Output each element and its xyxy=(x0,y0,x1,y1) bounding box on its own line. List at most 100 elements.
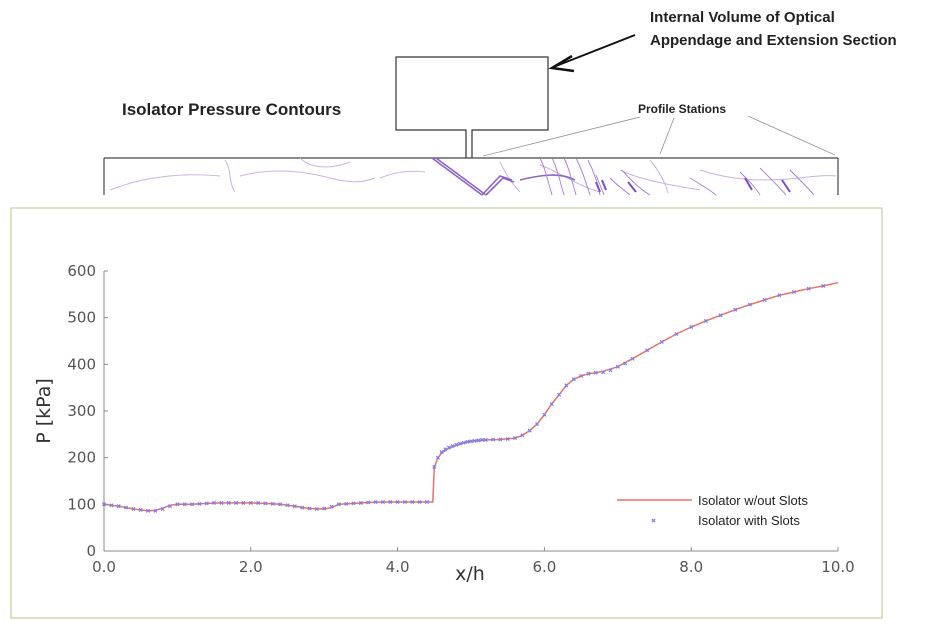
series-marker-with-slots xyxy=(505,436,510,442)
y-tick-label: 600 xyxy=(67,262,96,280)
series-marker-with-slots xyxy=(307,506,312,511)
series-marker-with-slots xyxy=(806,286,811,291)
series-marker-with-slots xyxy=(762,297,767,302)
x-axis-label: x/h xyxy=(455,563,485,585)
series-marker-with-slots xyxy=(424,499,429,505)
series-marker-with-slots xyxy=(564,383,569,388)
series-marker-with-slots xyxy=(336,502,341,507)
series-marker-with-slots xyxy=(402,499,407,505)
series-marker-with-slots xyxy=(450,443,455,449)
series-marker-with-slots xyxy=(432,464,437,470)
y-tick-label: 200 xyxy=(67,449,96,467)
series-marker-with-slots xyxy=(454,442,459,447)
series-marker-with-slots xyxy=(645,348,650,353)
series-marker-with-slots xyxy=(498,437,503,442)
series-marker-with-slots xyxy=(314,506,319,512)
series-marker-with-slots xyxy=(146,508,151,513)
series-marker-with-slots xyxy=(270,501,275,506)
series-marker-with-slots xyxy=(292,504,297,509)
legend-label-marker-series: Isolator with Slots xyxy=(698,513,800,528)
y-tick-label: 500 xyxy=(67,309,96,327)
series-marker-with-slots xyxy=(472,438,477,443)
series-marker-with-slots xyxy=(197,501,202,506)
series-marker-with-slots xyxy=(344,501,349,506)
internal-volume-label-line1: Internal Volume of Optical xyxy=(650,9,835,26)
isolator-contour-strip xyxy=(103,157,839,196)
x-axis-ticks: 0.0 2.0 4.0 6.0 8.0 10.0 xyxy=(92,547,855,576)
series-marker-with-slots xyxy=(777,293,782,298)
series-marker-with-slots xyxy=(461,440,466,445)
x-tick-label: 6.0 xyxy=(532,558,556,576)
series-marker-with-slots xyxy=(457,441,463,446)
y-axis-label: P [kPa] xyxy=(33,378,55,444)
series-marker-with-slots xyxy=(549,401,554,407)
y-axis-ticks: 0 100 200 300 400 500 600 xyxy=(67,262,108,560)
series-marker-with-slots xyxy=(175,502,180,507)
series-marker-with-slots xyxy=(366,500,371,505)
shock-contours xyxy=(431,157,576,196)
profile-stations-label: Profile Stations xyxy=(638,102,726,116)
series-marker-with-slots xyxy=(615,364,620,369)
series-marker-with-slots xyxy=(630,356,635,361)
series-marker-with-slots xyxy=(204,501,209,506)
series-marker-with-slots xyxy=(116,504,121,509)
legend-marker-swatch xyxy=(651,518,656,523)
y-tick-label: 0 xyxy=(86,542,96,560)
plot-axes: 0 100 200 300 400 500 600 0.0 2.0 4.0 6.0 8.0 10.0 xyxy=(67,262,854,576)
series-marker-with-slots xyxy=(380,499,385,505)
series-marker-with-slots xyxy=(465,439,470,444)
legend-label-line-series: Isolator w/out Slots xyxy=(698,493,808,508)
series-marker-with-slots xyxy=(557,392,562,397)
series-marker-with-slots xyxy=(586,371,591,376)
series-marker-with-slots xyxy=(322,506,327,511)
series-marker-with-slots xyxy=(410,499,415,505)
optical-appendage-box xyxy=(395,56,549,158)
series-marker-with-slots xyxy=(443,447,448,452)
series-marker-with-slots xyxy=(527,428,532,433)
series-marker-with-slots xyxy=(373,499,378,505)
series-marker-with-slots xyxy=(241,500,246,505)
series-marker-with-slots xyxy=(153,508,158,513)
series-marker-with-slots xyxy=(109,503,114,508)
series-marker-with-slots xyxy=(446,445,452,450)
series-marker-with-slots xyxy=(733,307,738,312)
x-tick-label: 2.0 xyxy=(239,558,263,576)
series-marker-with-slots xyxy=(479,437,485,442)
series-marker-with-slots xyxy=(234,500,239,505)
legend: Isolator w/out Slots Isolator with Slots xyxy=(617,493,808,528)
series-marker-with-slots xyxy=(285,503,290,508)
series-marker-with-slots xyxy=(395,499,400,505)
y-tick-label: 100 xyxy=(67,495,96,513)
series-marker-with-slots xyxy=(689,324,694,330)
series-marker-with-slots xyxy=(358,500,363,505)
series-marker-with-slots xyxy=(608,368,613,373)
x-tick-label: 0.0 xyxy=(92,558,116,576)
series-marker-with-slots xyxy=(601,370,606,375)
series-marker-with-slots xyxy=(131,506,136,512)
series-marker-with-slots xyxy=(476,438,481,443)
series-marker-with-slots xyxy=(435,455,440,460)
series-marker-with-slots xyxy=(520,433,525,438)
series-marker-with-slots xyxy=(535,422,540,427)
series-marker-with-slots xyxy=(219,500,224,505)
series-marker-with-slots xyxy=(248,500,253,505)
series-marker-with-slots xyxy=(160,506,165,512)
profile-station-pointers xyxy=(482,115,836,157)
series-marker-with-slots xyxy=(571,377,576,382)
series-marker-with-slots xyxy=(190,502,195,507)
series-marker-with-slots xyxy=(329,504,334,509)
series-marker-with-slots xyxy=(351,501,356,506)
callout-arrow xyxy=(548,34,636,73)
series-marker-with-slots xyxy=(718,313,723,318)
series-marker-with-slots xyxy=(300,505,305,510)
series-marker-with-slots xyxy=(417,499,422,505)
x-tick-label: 8.0 xyxy=(679,558,703,576)
strong-contours xyxy=(595,177,791,193)
pressure-contours xyxy=(109,157,837,194)
y-tick-label: 300 xyxy=(67,402,96,420)
series-marker-with-slots xyxy=(168,504,173,509)
x-tick-label: 4.0 xyxy=(386,558,410,576)
y-tick-label: 400 xyxy=(67,355,96,373)
series-marker-with-slots xyxy=(278,502,283,507)
